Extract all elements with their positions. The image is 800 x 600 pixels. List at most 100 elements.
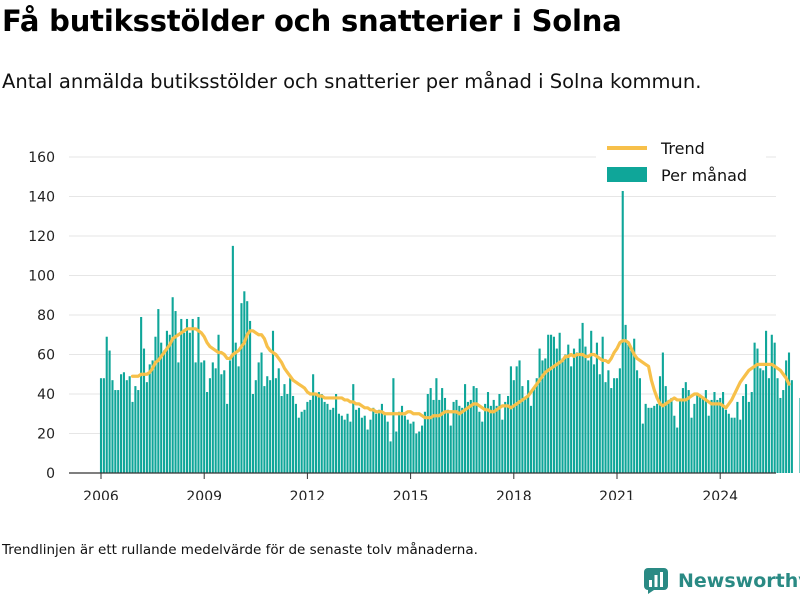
bar bbox=[168, 334, 171, 473]
bar bbox=[337, 413, 340, 473]
bar bbox=[340, 415, 343, 473]
bar bbox=[355, 409, 358, 473]
bar bbox=[739, 419, 742, 473]
bar bbox=[309, 399, 312, 473]
bar bbox=[303, 409, 306, 473]
bar bbox=[464, 384, 467, 473]
bar bbox=[710, 399, 713, 473]
bar bbox=[736, 401, 739, 473]
bar bbox=[590, 330, 593, 473]
bar bbox=[320, 394, 323, 473]
bar bbox=[243, 291, 246, 473]
bar bbox=[231, 245, 234, 473]
bar bbox=[185, 318, 189, 473]
bar bbox=[790, 380, 793, 473]
bar bbox=[108, 350, 111, 473]
bar bbox=[492, 399, 495, 473]
bar bbox=[352, 384, 355, 473]
bar bbox=[197, 316, 200, 473]
bar bbox=[641, 423, 644, 473]
bar-chart-logo-icon bbox=[644, 568, 668, 594]
x-tick-label: 2021 bbox=[599, 489, 635, 500]
bar bbox=[406, 419, 409, 473]
bar bbox=[323, 401, 326, 473]
bar bbox=[398, 411, 401, 473]
x-tick-label: 2006 bbox=[83, 489, 119, 500]
bar bbox=[544, 358, 547, 473]
bar bbox=[389, 441, 392, 473]
bar bbox=[171, 297, 174, 473]
bar bbox=[249, 320, 252, 473]
bar bbox=[753, 342, 756, 473]
bar bbox=[776, 378, 779, 473]
bar bbox=[633, 338, 636, 473]
bar bbox=[360, 417, 363, 473]
bar bbox=[452, 401, 455, 473]
bar bbox=[550, 334, 553, 473]
bar bbox=[105, 336, 108, 473]
bar bbox=[326, 403, 329, 473]
bar bbox=[446, 409, 449, 473]
bar bbox=[286, 394, 289, 473]
bar bbox=[693, 403, 696, 473]
bar bbox=[716, 399, 719, 473]
bar bbox=[512, 380, 515, 473]
bar bbox=[426, 394, 429, 473]
bar bbox=[747, 401, 750, 473]
x-tick-label: 2018 bbox=[496, 489, 532, 500]
bar bbox=[280, 395, 283, 473]
bar bbox=[366, 429, 369, 473]
bar bbox=[486, 392, 490, 473]
bar bbox=[587, 360, 590, 473]
bar bbox=[122, 372, 125, 473]
bar bbox=[636, 370, 639, 473]
bar bbox=[722, 392, 725, 473]
bar bbox=[595, 342, 598, 473]
legend: Trend Per månad bbox=[596, 133, 766, 191]
bar bbox=[421, 425, 424, 473]
bar bbox=[102, 378, 105, 473]
bar bbox=[779, 397, 782, 473]
trend-line bbox=[130, 327, 791, 420]
bar bbox=[644, 403, 647, 473]
bar bbox=[538, 348, 541, 473]
bar bbox=[719, 397, 722, 473]
x-tick-label: 2015 bbox=[393, 489, 429, 500]
bar bbox=[266, 376, 269, 473]
brand-logo[interactable]: Newsworthy bbox=[644, 568, 800, 594]
chart-title: Få butiksstölder och snatterier i Solna bbox=[2, 4, 622, 38]
bar bbox=[584, 346, 587, 473]
bar bbox=[750, 392, 753, 473]
bar bbox=[317, 392, 320, 473]
y-tick-label: 100 bbox=[28, 269, 55, 285]
bar bbox=[269, 380, 272, 473]
bar bbox=[283, 384, 286, 473]
bar bbox=[607, 370, 610, 473]
bar bbox=[532, 388, 535, 473]
bar bbox=[529, 405, 533, 473]
bar bbox=[524, 397, 527, 473]
bar bbox=[561, 358, 564, 473]
bar bbox=[335, 394, 338, 473]
bar bbox=[742, 395, 745, 473]
bar bbox=[177, 362, 180, 473]
bar bbox=[699, 395, 702, 473]
bar bbox=[509, 366, 512, 473]
bar bbox=[226, 403, 229, 473]
bar bbox=[174, 311, 177, 473]
bar bbox=[357, 407, 361, 473]
bar bbox=[435, 378, 438, 473]
bar bbox=[131, 401, 134, 473]
bar bbox=[140, 316, 143, 473]
bar bbox=[220, 374, 223, 473]
bar bbox=[690, 417, 693, 473]
bar bbox=[208, 378, 211, 473]
bar bbox=[498, 394, 501, 473]
y-tick-label: 80 bbox=[37, 308, 55, 324]
bar bbox=[667, 399, 670, 473]
x-tick-label: 2012 bbox=[290, 489, 326, 500]
bar bbox=[484, 403, 487, 473]
bar bbox=[535, 378, 538, 473]
bar bbox=[240, 303, 243, 473]
bar bbox=[251, 394, 254, 473]
